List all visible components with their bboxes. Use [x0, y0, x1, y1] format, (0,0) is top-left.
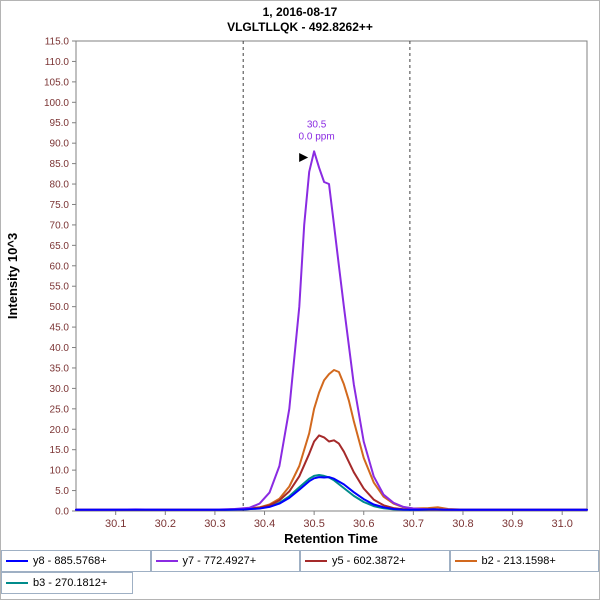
- legend-item-label: y8 - 885.5768+: [33, 555, 107, 567]
- legend-line-sample-y7: [155, 560, 178, 562]
- y-tick-label: 85.0: [50, 159, 70, 170]
- series-line-y5: [75, 434, 588, 511]
- x-tick-label: 30.3: [204, 518, 225, 530]
- legend-item-label: y5 - 602.3872+: [332, 555, 406, 567]
- legend-item-label: y7 - 772.4927+: [182, 555, 257, 567]
- legend-item-y7: y7 - 772.4927+: [150, 550, 300, 572]
- peptide-precursor-title: VLGLTLLQK - 492.8262++: [227, 20, 373, 34]
- x-tick-label: 30.9: [502, 518, 523, 530]
- legend-item-y8: y8 - 885.5768+: [1, 550, 151, 572]
- y-tick-label: 105.0: [44, 77, 69, 88]
- x-tick-label: 31.0: [551, 518, 572, 530]
- y-tick-label: 0.0: [55, 507, 69, 518]
- legend: y8 - 885.5768+ y7 - 772.4927+ y5 - 602.387…: [1, 550, 599, 594]
- legend-item-label: b2 - 213.1598+: [481, 555, 556, 567]
- replicate-title: 1, 2016-08-17: [262, 5, 338, 19]
- y-tick-label: 15.0: [50, 445, 70, 456]
- y-tick-label: 90.0: [50, 139, 70, 150]
- legend-item-y5: y5 - 602.3872+: [300, 550, 450, 572]
- peak-ppm-annotation: 0.0 ppm: [299, 131, 335, 142]
- legend-item-b2: b2 - 213.1598+: [449, 550, 599, 572]
- chromatogram-plot[interactable]: 0.0 5.0 10.0 15.0 20.0 25.0 30.0 35.0 40.0 45.0 50…: [1, 35, 600, 549]
- y-tick-label: 100.0: [44, 98, 69, 109]
- plot-border: [75, 40, 588, 512]
- legend-line-sample-b2: [454, 560, 477, 562]
- legend-item-b3: b3 - 270.1812+: [1, 572, 133, 594]
- series-line-y7: [75, 150, 588, 511]
- y-tick-label: 30.0: [50, 384, 70, 395]
- y-tick-label: 20.0: [50, 425, 70, 436]
- series-line-y8: [75, 476, 588, 511]
- y-tick-label: 95.0: [50, 118, 70, 129]
- y-tick-label: 60.0: [50, 261, 70, 272]
- y-tick-label: 80.0: [50, 180, 70, 191]
- y-tick-label: 115.0: [45, 37, 70, 48]
- x-tick-label: 30.4: [254, 518, 275, 530]
- y-tick-label: 35.0: [50, 363, 70, 374]
- peak-arrow-icon: [299, 152, 309, 162]
- series-line-b3: [75, 474, 588, 511]
- y-axis-title: Intensity 10^3: [5, 233, 20, 319]
- x-tick-label: 30.8: [452, 518, 473, 530]
- legend-item-label: b3 - 270.1812+: [33, 577, 108, 589]
- y-tick-label: 5.0: [55, 486, 69, 497]
- y-tick-label: 25.0: [50, 404, 70, 415]
- x-tick-label: 30.7: [403, 518, 424, 530]
- chart-title-block: 1, 2016-08-17 VLGLTLLQK - 492.8262++: [1, 1, 599, 35]
- y-tick-label: 45.0: [50, 323, 70, 334]
- x-tick-label: 30.5: [303, 518, 324, 530]
- y-tick-label: 50.0: [50, 302, 70, 313]
- x-tick-label: 30.6: [353, 518, 374, 530]
- y-tick-label: 10.0: [50, 466, 70, 477]
- peak-rt-annotation: 30.5: [307, 119, 327, 130]
- y-tick-label: 110.0: [45, 57, 70, 68]
- x-axis-title: Retention Time: [284, 531, 378, 546]
- legend-line-sample-b3: [6, 582, 28, 584]
- y-tick-label: 75.0: [50, 200, 70, 211]
- legend-line-sample-y5: [305, 560, 327, 562]
- y-tick-label: 40.0: [50, 343, 70, 354]
- y-tick-label: 55.0: [50, 282, 70, 293]
- x-tick-label: 30.1: [105, 518, 126, 530]
- x-tick-label: 30.2: [155, 518, 176, 530]
- y-tick-label: 70.0: [50, 220, 70, 231]
- y-tick-label: 65.0: [50, 241, 70, 252]
- legend-line-sample-y8: [6, 560, 28, 562]
